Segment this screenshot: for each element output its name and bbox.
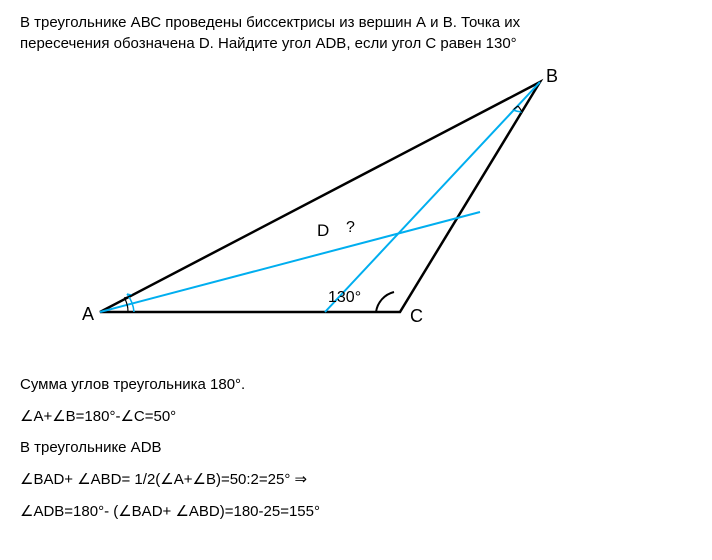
point-d-label: D [317,221,329,240]
vertex-a-label: A [82,304,94,324]
solution-step-3: В треугольнике ADB [20,439,692,456]
angle-c-value: 130° [328,289,361,306]
vertex-b-label: B [546,66,558,86]
problem-line-2: пересечения обозначена D. Найдите угол A… [20,35,517,52]
solution-step-4: ∠BAD+ ∠ABD= 1/2(∠A+∠B)=50:2=25° ⇒ [20,470,692,488]
question-mark: ? [346,219,355,236]
solution-block: Сумма углов треугольника 180°. ∠A+∠B=180… [20,376,692,520]
solution-step-5: ∠ADB=180°- (∠BAD+ ∠ABD)=180-25=155° [20,502,692,520]
problem-line-1: В треугольнике АВС проведены биссектрисы… [20,14,520,31]
solution-step-2: ∠A+∠B=180°-∠C=50° [20,407,692,425]
vertex-c-label: C [410,306,423,326]
triangle-diagram: A B C D ? 130° [70,62,570,362]
diagram-svg: A B C D ? 130° [70,62,570,352]
problem-statement: В треугольнике АВС проведены биссектрисы… [20,12,692,54]
solution-step-1: Сумма углов треугольника 180°. [20,376,692,393]
